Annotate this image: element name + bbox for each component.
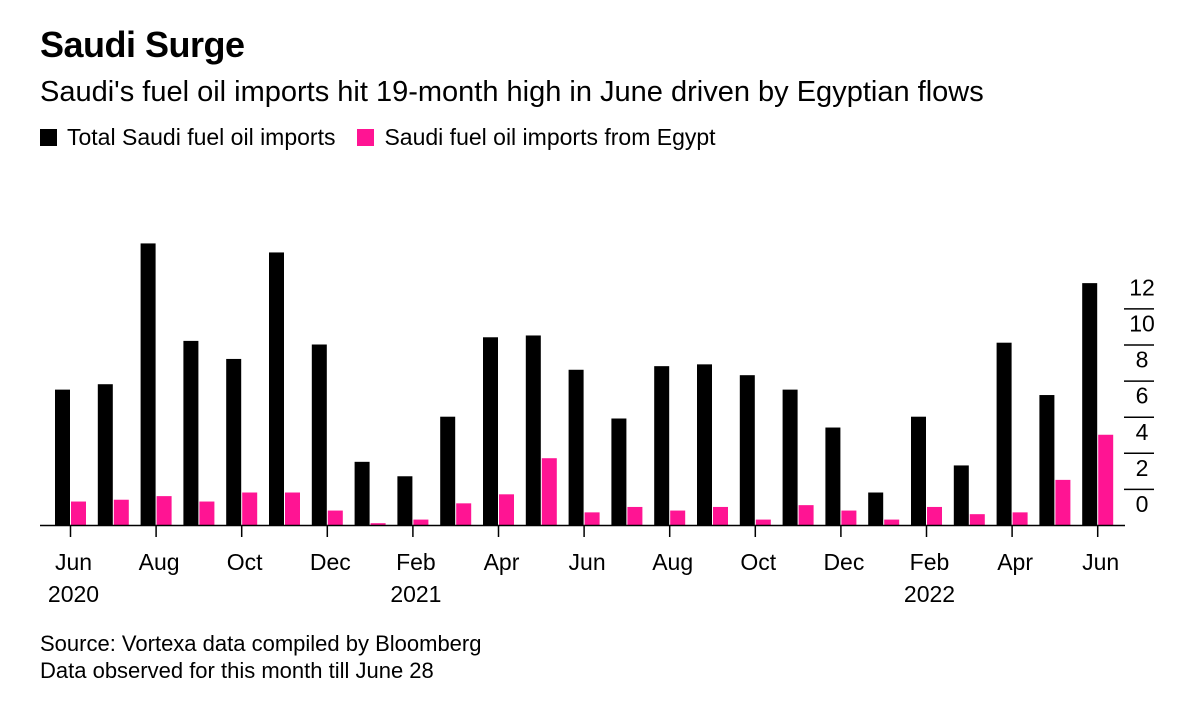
y-tick-label: 6 — [1136, 383, 1149, 409]
bar-total — [568, 369, 584, 525]
bar-total — [354, 461, 370, 525]
chart-title: Saudi Surge — [40, 24, 245, 65]
bar-egypt — [113, 499, 129, 525]
y-tick-label: 2 — [1136, 455, 1149, 481]
bar-total — [55, 389, 70, 525]
y-tick-label: 8 — [1136, 347, 1149, 373]
x-tick-year-label: 2021 — [390, 581, 441, 607]
y-tick-label: 12 — [1129, 274, 1155, 300]
x-tick-label: Feb — [396, 549, 436, 575]
legend: Total Saudi fuel oil imports Saudi fuel … — [40, 124, 738, 151]
bar-egypt — [798, 505, 814, 525]
bar-egypt — [969, 514, 985, 525]
bar-egypt — [1098, 434, 1114, 525]
x-tick-label: Apr — [997, 549, 1033, 575]
legend-swatch-total — [40, 129, 57, 146]
bar-egypt — [499, 494, 514, 525]
x-tick-label: Oct — [227, 549, 263, 575]
x-tick-label: Jun — [1082, 549, 1119, 575]
bar-egypt — [755, 519, 771, 525]
bar-egypt — [456, 503, 472, 525]
bar-total — [1082, 283, 1098, 525]
legend-label-egypt: Saudi fuel oil imports from Egypt — [384, 124, 716, 150]
legend-item-egypt: Saudi fuel oil imports from Egypt — [357, 124, 716, 151]
bar-egypt — [242, 492, 258, 525]
x-tick-label: Dec — [310, 549, 351, 575]
legend-label-total: Total Saudi fuel oil imports — [67, 124, 336, 150]
bar-total — [739, 375, 755, 525]
bar-total — [868, 492, 884, 525]
bar-egypt — [713, 506, 728, 525]
bar-total — [183, 340, 199, 525]
bar-total — [440, 416, 456, 525]
bar-total — [825, 427, 841, 525]
bar-total — [911, 416, 926, 525]
bar-total — [953, 465, 969, 525]
bar-egypt — [1055, 479, 1071, 525]
bar-egypt — [841, 510, 857, 525]
bar-egypt — [1012, 512, 1028, 525]
bar-total — [397, 476, 413, 525]
x-tick-label: Aug — [652, 549, 693, 575]
bar-total — [226, 358, 242, 525]
source-note: Source: Vortexa data compiled by Bloombe… — [40, 631, 482, 656]
bar-total — [996, 342, 1012, 525]
data-note: Data observed for this month till June 2… — [40, 658, 434, 683]
bar-total — [269, 252, 284, 525]
bar-egypt — [285, 492, 300, 525]
y-tick-label: 4 — [1136, 419, 1149, 445]
bar-total — [611, 418, 627, 525]
x-tick-label: Aug — [139, 549, 180, 575]
bar-total — [697, 364, 712, 525]
bar-total — [525, 335, 541, 525]
bar-total — [782, 389, 798, 525]
y-tick-label: 0 — [1136, 491, 1149, 517]
legend-item-total: Total Saudi fuel oil imports — [40, 124, 335, 151]
x-tick-label: Oct — [740, 549, 776, 575]
x-tick-year-label: 2020 — [48, 581, 99, 607]
chart-subtitle: Saudi's fuel oil imports hit 19-month hi… — [40, 76, 984, 108]
bar-egypt — [584, 512, 600, 525]
bar-egypt — [627, 506, 643, 525]
bar-total — [483, 337, 498, 525]
bar-egypt — [413, 519, 429, 525]
chart-footer: Source: Vortexa data compiled by Bloombe… — [40, 630, 481, 684]
bar-total — [654, 366, 670, 525]
y-tick-label: 10 — [1129, 311, 1155, 337]
bar-egypt — [199, 501, 215, 525]
bar-egypt — [670, 510, 686, 525]
bar-egypt — [327, 510, 343, 525]
bar-egypt — [370, 523, 386, 525]
x-tick-label: Apr — [484, 549, 520, 575]
bar-egypt — [884, 519, 900, 525]
legend-swatch-egypt — [357, 129, 375, 146]
bar-egypt — [71, 501, 86, 525]
x-tick-year-label: 2022 — [904, 581, 955, 607]
x-tick-label: Jun — [569, 549, 606, 575]
bar-egypt — [156, 496, 172, 525]
bar-total — [97, 384, 113, 525]
x-tick-label: Feb — [910, 549, 950, 575]
bar-total — [1039, 395, 1055, 525]
bar-total — [311, 344, 327, 525]
x-tick-label: Dec — [823, 549, 864, 575]
bar-egypt — [927, 506, 942, 525]
bar-total — [140, 243, 156, 526]
x-tick-label: Jun — [55, 549, 92, 575]
bar-egypt — [541, 458, 557, 525]
